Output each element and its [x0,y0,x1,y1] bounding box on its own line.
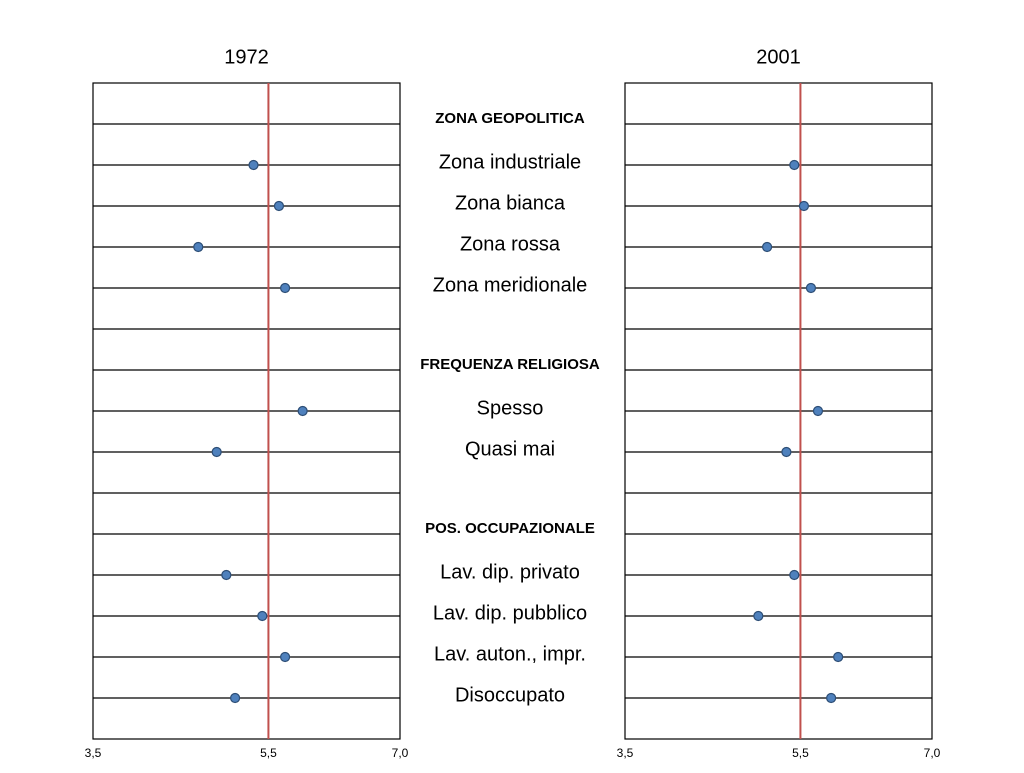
dot [789,569,800,581]
x-tick-label: 3,5 [617,746,634,760]
dot [257,610,268,622]
x-tick-label: 7,0 [392,746,409,760]
dot [211,446,222,458]
category-label: Quasi mai [465,438,555,460]
dot [248,159,259,171]
category-label: Lav. auton., impr. [434,643,586,665]
category-label: Lav. dip. privato [440,561,580,583]
category-label: Zona bianca [455,192,566,214]
category-label: Zona industriale [439,151,581,173]
dot [761,241,773,253]
dot [279,282,291,294]
panel-title: 1972 [224,46,269,68]
panel-title: 2001 [756,46,801,68]
dot [798,200,810,212]
category-label: Zona rossa [460,233,561,255]
category-label: Zona meridionale [433,274,588,296]
group-header: ZONA GEOPOLITICA [435,110,585,127]
dot [279,651,291,663]
dot [826,692,837,704]
dot [833,651,844,663]
group-header: FREQUENZA RELIGIOSA [420,356,600,373]
dot [789,159,800,171]
dot [229,692,241,704]
dot [221,569,232,581]
group-header: POS. OCCUPAZIONALE [425,520,595,537]
dot [781,446,792,458]
x-tick-label: 7,0 [924,746,941,760]
x-tick-label: 5,5 [260,746,277,760]
category-label: Lav. dip. pubblico [433,602,587,624]
dot [805,282,817,294]
dot [273,200,285,212]
x-tick-label: 5,5 [792,746,809,760]
dot [193,241,204,253]
x-tick-label: 3,5 [85,746,102,760]
dot [753,610,764,622]
category-label: Spesso [477,397,544,419]
dot [812,405,824,417]
category-label: Disoccupato [455,684,565,706]
dot [297,405,308,417]
